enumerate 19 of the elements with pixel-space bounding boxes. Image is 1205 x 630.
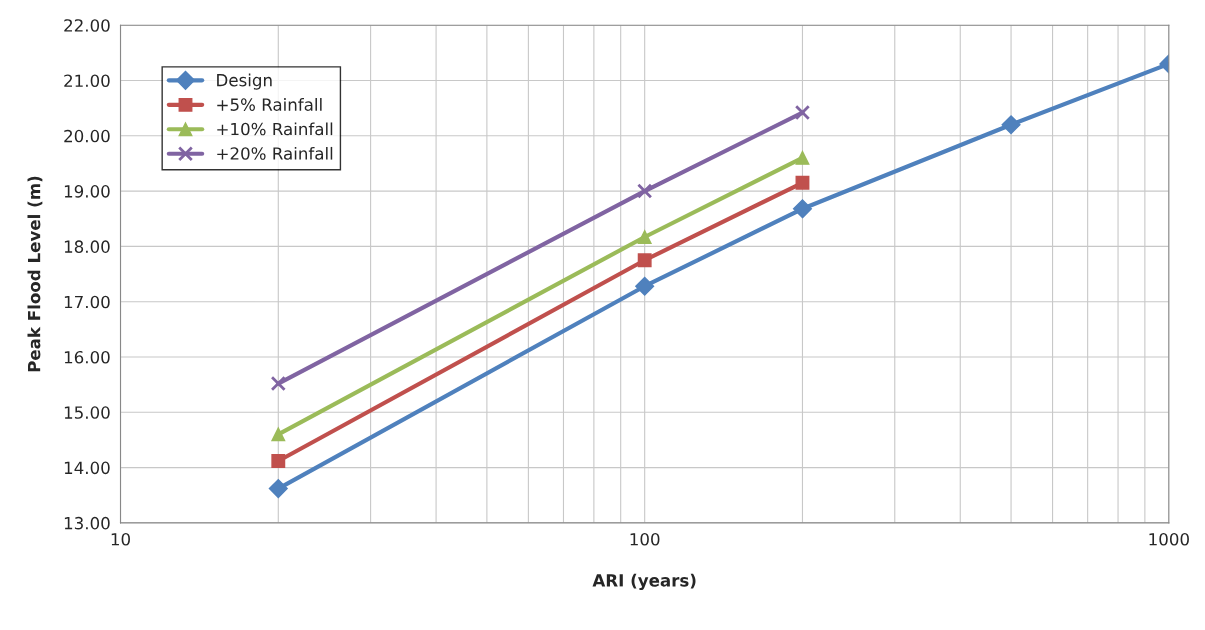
x-tick-label: 1000 bbox=[1149, 532, 1189, 546]
y-tick-label: 21.00 bbox=[64, 74, 110, 88]
y-tick-label: 16.00 bbox=[64, 350, 110, 364]
y-tick-label: 22.00 bbox=[64, 19, 110, 32]
legend-label: +5% Rainfall bbox=[217, 98, 322, 111]
y-tick-label: 17.00 bbox=[64, 295, 110, 309]
x-tick-label: 10 bbox=[111, 532, 130, 546]
y-tick-label: 20.00 bbox=[64, 129, 110, 143]
y-tick-label: 14.00 bbox=[64, 461, 110, 475]
y-axis-title: Peak Flood Level (m) bbox=[27, 176, 43, 372]
y-tick-label: 19.00 bbox=[64, 185, 110, 198]
y-tick-label: 18.00 bbox=[64, 240, 110, 253]
y-tick-label: 15.00 bbox=[64, 406, 110, 419]
x-tick-label: 100 bbox=[630, 532, 660, 546]
y-tick-label: 13.00 bbox=[64, 516, 110, 530]
x-axis-title: ARI (years) bbox=[592, 573, 696, 590]
legend-label: +20% Rainfall bbox=[217, 146, 333, 160]
legend-label: Design bbox=[217, 73, 272, 90]
legend-label: +10% Rainfall bbox=[217, 122, 333, 136]
